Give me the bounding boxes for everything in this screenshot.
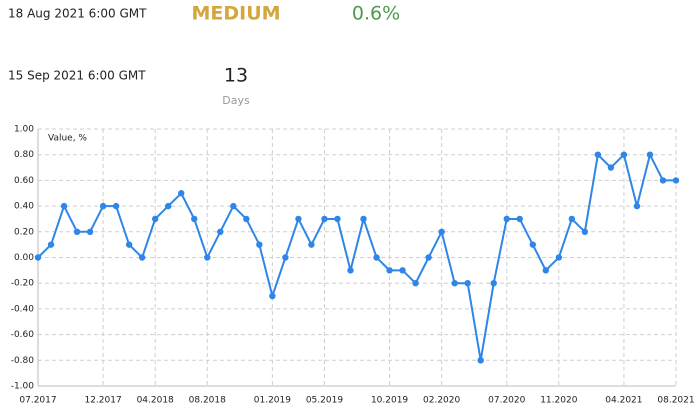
y-tick-label: -0.80 xyxy=(11,356,35,366)
y-tick-label: -0.60 xyxy=(11,330,35,340)
data-point xyxy=(138,254,146,261)
data-point xyxy=(256,241,263,248)
x-tick-label: 08.2021 xyxy=(657,396,694,406)
data-point xyxy=(438,228,445,235)
data-point xyxy=(60,202,68,210)
data-point xyxy=(204,254,211,261)
y-tick-label: -0.20 xyxy=(11,279,35,289)
x-tick-label: 08.2018 xyxy=(189,396,226,406)
y-tick-label: -1.00 xyxy=(11,382,35,392)
data-point xyxy=(125,241,133,248)
data-point xyxy=(672,177,680,184)
data-point xyxy=(581,228,589,235)
y-tick-label: -0.40 xyxy=(11,304,35,314)
data-point xyxy=(594,151,602,158)
data-point xyxy=(490,280,497,287)
y-tick-label: 0.20 xyxy=(14,227,34,237)
data-point xyxy=(646,151,654,158)
data-point xyxy=(464,280,471,287)
data-point xyxy=(633,202,641,210)
x-tick-label: 10.2019 xyxy=(371,396,408,406)
data-point xyxy=(516,215,523,223)
data-point xyxy=(282,254,289,261)
data-point xyxy=(217,228,224,235)
next-date: 15 Sep 2021 6:00 GMT xyxy=(8,69,146,83)
y-tick-label: 0.40 xyxy=(14,202,34,212)
data-point xyxy=(399,267,406,274)
data-point xyxy=(308,241,315,248)
y-tick-label: 1.00 xyxy=(14,125,34,135)
data-line xyxy=(37,151,676,361)
data-point xyxy=(659,177,667,184)
data-point xyxy=(243,215,250,223)
x-tick-label: 04.2021 xyxy=(605,396,642,406)
data-point xyxy=(230,202,237,210)
data-point xyxy=(178,190,185,197)
data-point xyxy=(99,202,107,210)
x-tick-label: 11.2020 xyxy=(540,396,577,406)
x-tick-label: 01.2019 xyxy=(254,396,291,406)
release-date: 18 Aug 2021 6:00 GMT xyxy=(8,7,147,21)
data-point xyxy=(47,241,55,248)
data-point xyxy=(607,164,615,171)
data-point xyxy=(477,357,484,364)
countdown: 13 xyxy=(224,65,248,87)
data-point xyxy=(373,254,380,261)
data-point xyxy=(425,254,432,261)
countdown-unit: Days xyxy=(222,94,250,107)
data-point xyxy=(321,215,328,223)
y-tick-label: 0.60 xyxy=(14,176,34,186)
data-point xyxy=(360,215,367,223)
data-point xyxy=(191,215,198,223)
data-point xyxy=(295,215,302,223)
data-point xyxy=(555,254,563,261)
data-point xyxy=(334,215,341,223)
data-point xyxy=(451,280,458,287)
y-tick-label: 0.00 xyxy=(14,253,34,263)
x-tick-label: 07.2020 xyxy=(488,396,525,406)
y-axis-label: Value, % xyxy=(48,134,87,144)
data-point xyxy=(73,228,81,235)
data-point xyxy=(347,267,354,274)
y-tick-label: 0.80 xyxy=(14,150,34,160)
data-point xyxy=(542,267,549,274)
data-point xyxy=(269,292,276,300)
x-tick-label: 05.2019 xyxy=(306,396,343,406)
x-tick-label: 02.2020 xyxy=(423,396,460,406)
actual-value: 0.6% xyxy=(352,3,400,25)
data-point xyxy=(86,228,94,235)
data-point xyxy=(34,254,42,261)
data-point xyxy=(529,241,536,248)
data-point xyxy=(568,215,576,223)
data-point xyxy=(503,215,510,223)
x-tick-label: 12.2017 xyxy=(84,396,121,406)
data-point xyxy=(412,280,419,287)
x-tick-label: 07.2017 xyxy=(19,396,56,406)
data-point xyxy=(112,202,120,210)
data-point xyxy=(151,215,159,223)
x-tick-label: 04.2018 xyxy=(137,396,174,406)
importance: MEDIUM xyxy=(191,3,280,25)
data-point xyxy=(386,267,393,274)
data-point xyxy=(165,202,172,210)
data-point xyxy=(620,151,628,158)
